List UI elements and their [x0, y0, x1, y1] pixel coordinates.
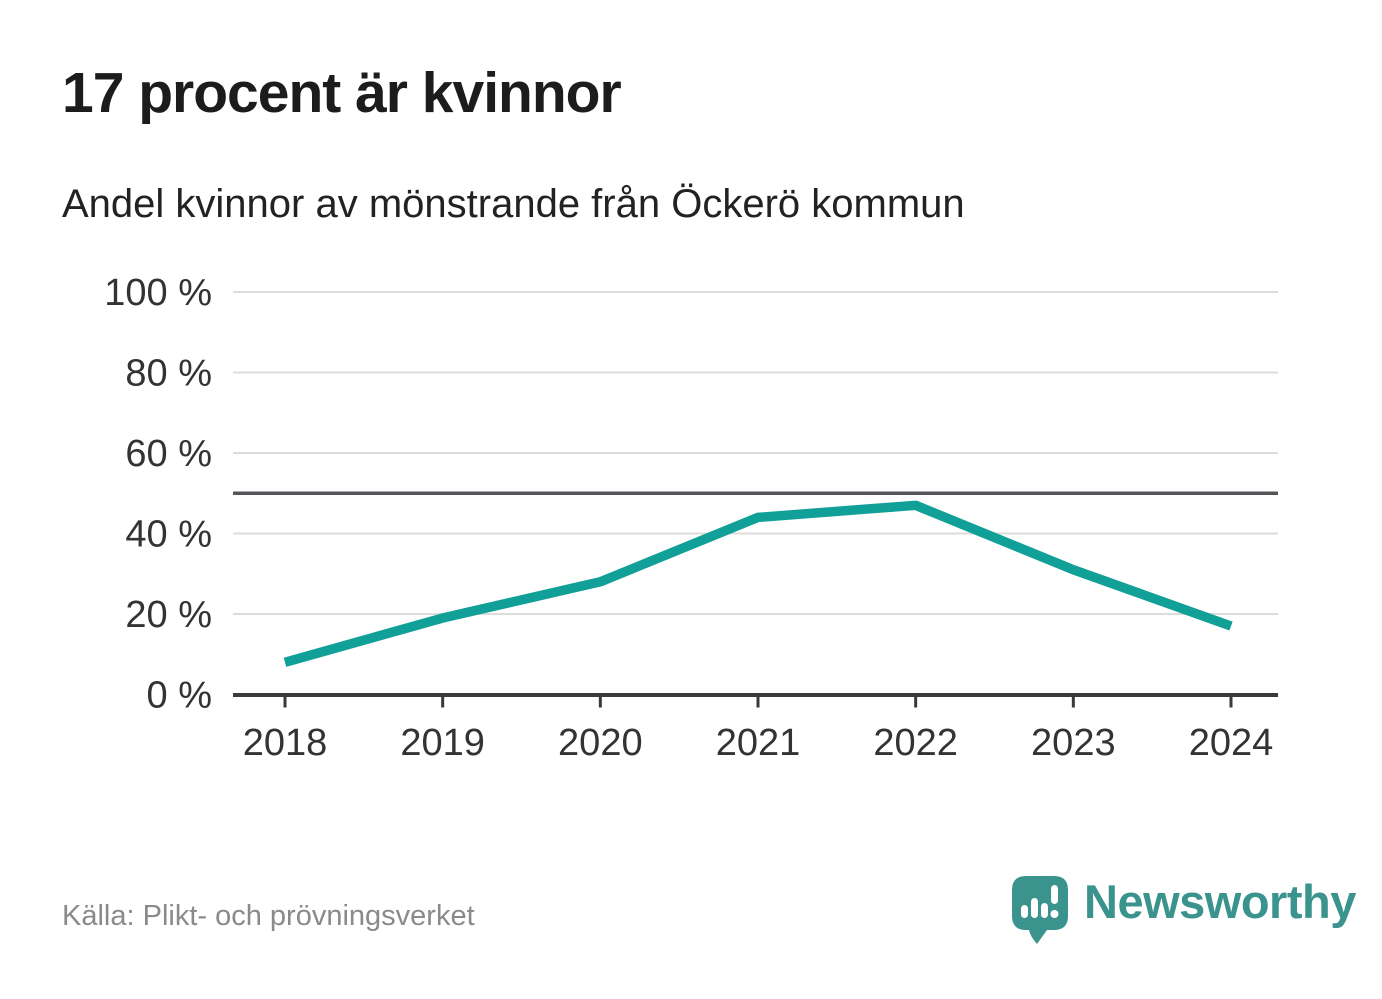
x-axis-tick-label: 2019: [400, 722, 485, 764]
y-axis-tick-label: 20 %: [125, 594, 212, 636]
y-axis-tick-label: 100 %: [104, 272, 212, 314]
newsworthy-logo: Newsworthy: [1012, 876, 1356, 946]
x-axis-tick-label: 2021: [716, 722, 801, 764]
x-axis-tick-label: 2022: [873, 722, 958, 764]
y-axis-tick-label: 40 %: [125, 514, 212, 556]
y-axis-tick-label: 60 %: [125, 433, 212, 475]
x-axis-tick-label: 2024: [1189, 722, 1274, 764]
x-axis: [233, 693, 1278, 708]
chart-title: 17 procent är kvinnor: [62, 61, 622, 125]
y-axis-tick-labels: 0 % 20 % 40 % 60 % 80 % 100 %: [104, 272, 212, 717]
chart-subtitle: Andel kvinnor av mönstrande från Öckerö …: [62, 182, 965, 226]
x-axis-tick-label: 2018: [243, 722, 328, 764]
x-axis-tick-labels: 2018 2019 2020 2021 2022 2023 2024: [243, 722, 1274, 764]
data-line-series: [283, 500, 1233, 667]
newsworthy-logo-icon: [1012, 876, 1068, 944]
newsworthy-logo-text: Newsworthy: [1084, 875, 1356, 928]
x-axis-tick-label: 2020: [558, 722, 643, 764]
source-caption: Källa: Plikt- och prövningsverket: [62, 900, 475, 932]
y-axis-tick-label: 0 %: [147, 675, 212, 717]
y-axis-tick-label: 80 %: [125, 353, 212, 395]
data-line: [283, 500, 1233, 667]
gridlines: [233, 291, 1278, 615]
x-axis-tick-label: 2023: [1031, 722, 1116, 764]
